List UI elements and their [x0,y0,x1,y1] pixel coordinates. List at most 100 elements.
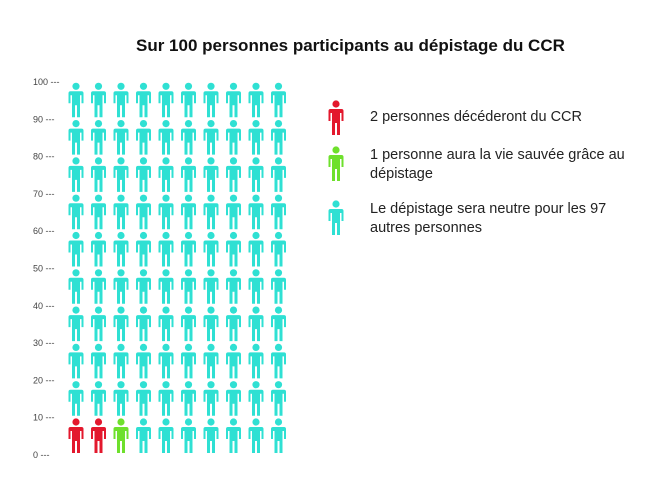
person-icon [91,82,106,118]
person-icon [113,157,129,192]
person-icon [91,381,106,416]
y-tick-label: 30 --- [33,338,55,348]
person-icon [136,381,151,416]
chart-title: Sur 100 personnes participants au dépist… [136,36,565,55]
person-icon [158,269,174,304]
person-icon [181,381,196,416]
person-icon [181,269,196,304]
person-icon [113,82,129,118]
person-icon [181,343,196,379]
person-icon [181,120,196,155]
person-icon [248,120,264,155]
person-icon [91,269,106,304]
person-icon [226,82,241,118]
y-tick-label: 10 --- [33,413,55,423]
person-icon [158,306,174,342]
person-icon [158,231,174,267]
person-icon [136,418,151,453]
person-icon [113,306,129,342]
person-icon [91,231,106,267]
person-icon [203,194,219,230]
person-icon [68,157,84,192]
person-icon [271,194,286,230]
person-icon [91,194,106,230]
person-icon-grid [68,82,286,453]
person-icon [136,82,151,118]
person-icon [181,231,196,267]
person-icon [248,194,264,230]
person-icon [271,418,286,453]
person-icon [91,418,106,453]
person-icon [226,269,241,304]
person-icon [68,82,84,118]
person-icon [136,157,151,192]
person-icon [136,343,151,379]
person-icon [91,343,106,379]
person-icon [226,306,241,342]
person-icon [248,269,264,304]
person-icon [226,381,241,416]
person-icon [248,306,264,342]
y-tick-label: 90 --- [33,114,55,124]
person-icon [68,231,84,267]
person-icon [226,418,241,453]
person-icon [68,381,84,416]
person-icon [181,306,196,342]
person-icon [68,120,84,155]
person-icon [181,194,196,230]
person-icon [248,157,264,192]
person-icon [248,343,264,379]
y-tick-label: 40 --- [33,301,55,311]
person-icon [248,82,264,118]
person-icon [136,269,151,304]
legend-label: 2 personnes décéderont du CCR [370,109,582,125]
person-icon [248,418,264,453]
person-icon [248,381,264,416]
person-icon [113,418,129,453]
person-icon [203,418,219,453]
person-icon [271,343,286,379]
person-icon [203,306,219,342]
y-tick-label: 80 --- [33,152,55,162]
person-icon [271,231,286,267]
person-icon [158,120,174,155]
person-icon [113,343,129,379]
person-icon [181,418,196,453]
person-icon [181,82,196,118]
person-icon [113,381,129,416]
person-icon [91,157,106,192]
person-icon [181,157,196,192]
person-icon [271,269,286,304]
person-icon [203,82,219,118]
legend-label: 1 personne aura la vie sauvée grâce au d… [370,147,625,182]
person-icon [271,381,286,416]
person-icon [203,269,219,304]
person-icon [68,306,84,342]
person-icon [113,120,129,155]
person-icon [158,381,174,416]
person-icon [91,120,106,155]
legend-label: Le dépistage sera neutre pour les 97 aut… [370,201,607,236]
person-icon [113,194,129,230]
y-tick-label: 60 --- [33,226,55,236]
y-tick-label: 20 --- [33,375,55,385]
y-tick-label: 50 --- [33,264,55,274]
person-icon [136,194,151,230]
person-icon [328,100,344,135]
person-icon [226,194,241,230]
person-icon [271,157,286,192]
person-icon [226,343,241,379]
person-icon [113,269,129,304]
person-icon [203,157,219,192]
person-icon [226,231,241,267]
person-icon [226,157,241,192]
y-tick-label: 70 --- [33,189,55,199]
person-icon [226,120,241,155]
person-icon [136,120,151,155]
person-icon [68,194,84,230]
person-icon [203,231,219,267]
person-icon [158,343,174,379]
person-icon [136,231,151,267]
y-tick-label: 0 --- [33,450,50,460]
